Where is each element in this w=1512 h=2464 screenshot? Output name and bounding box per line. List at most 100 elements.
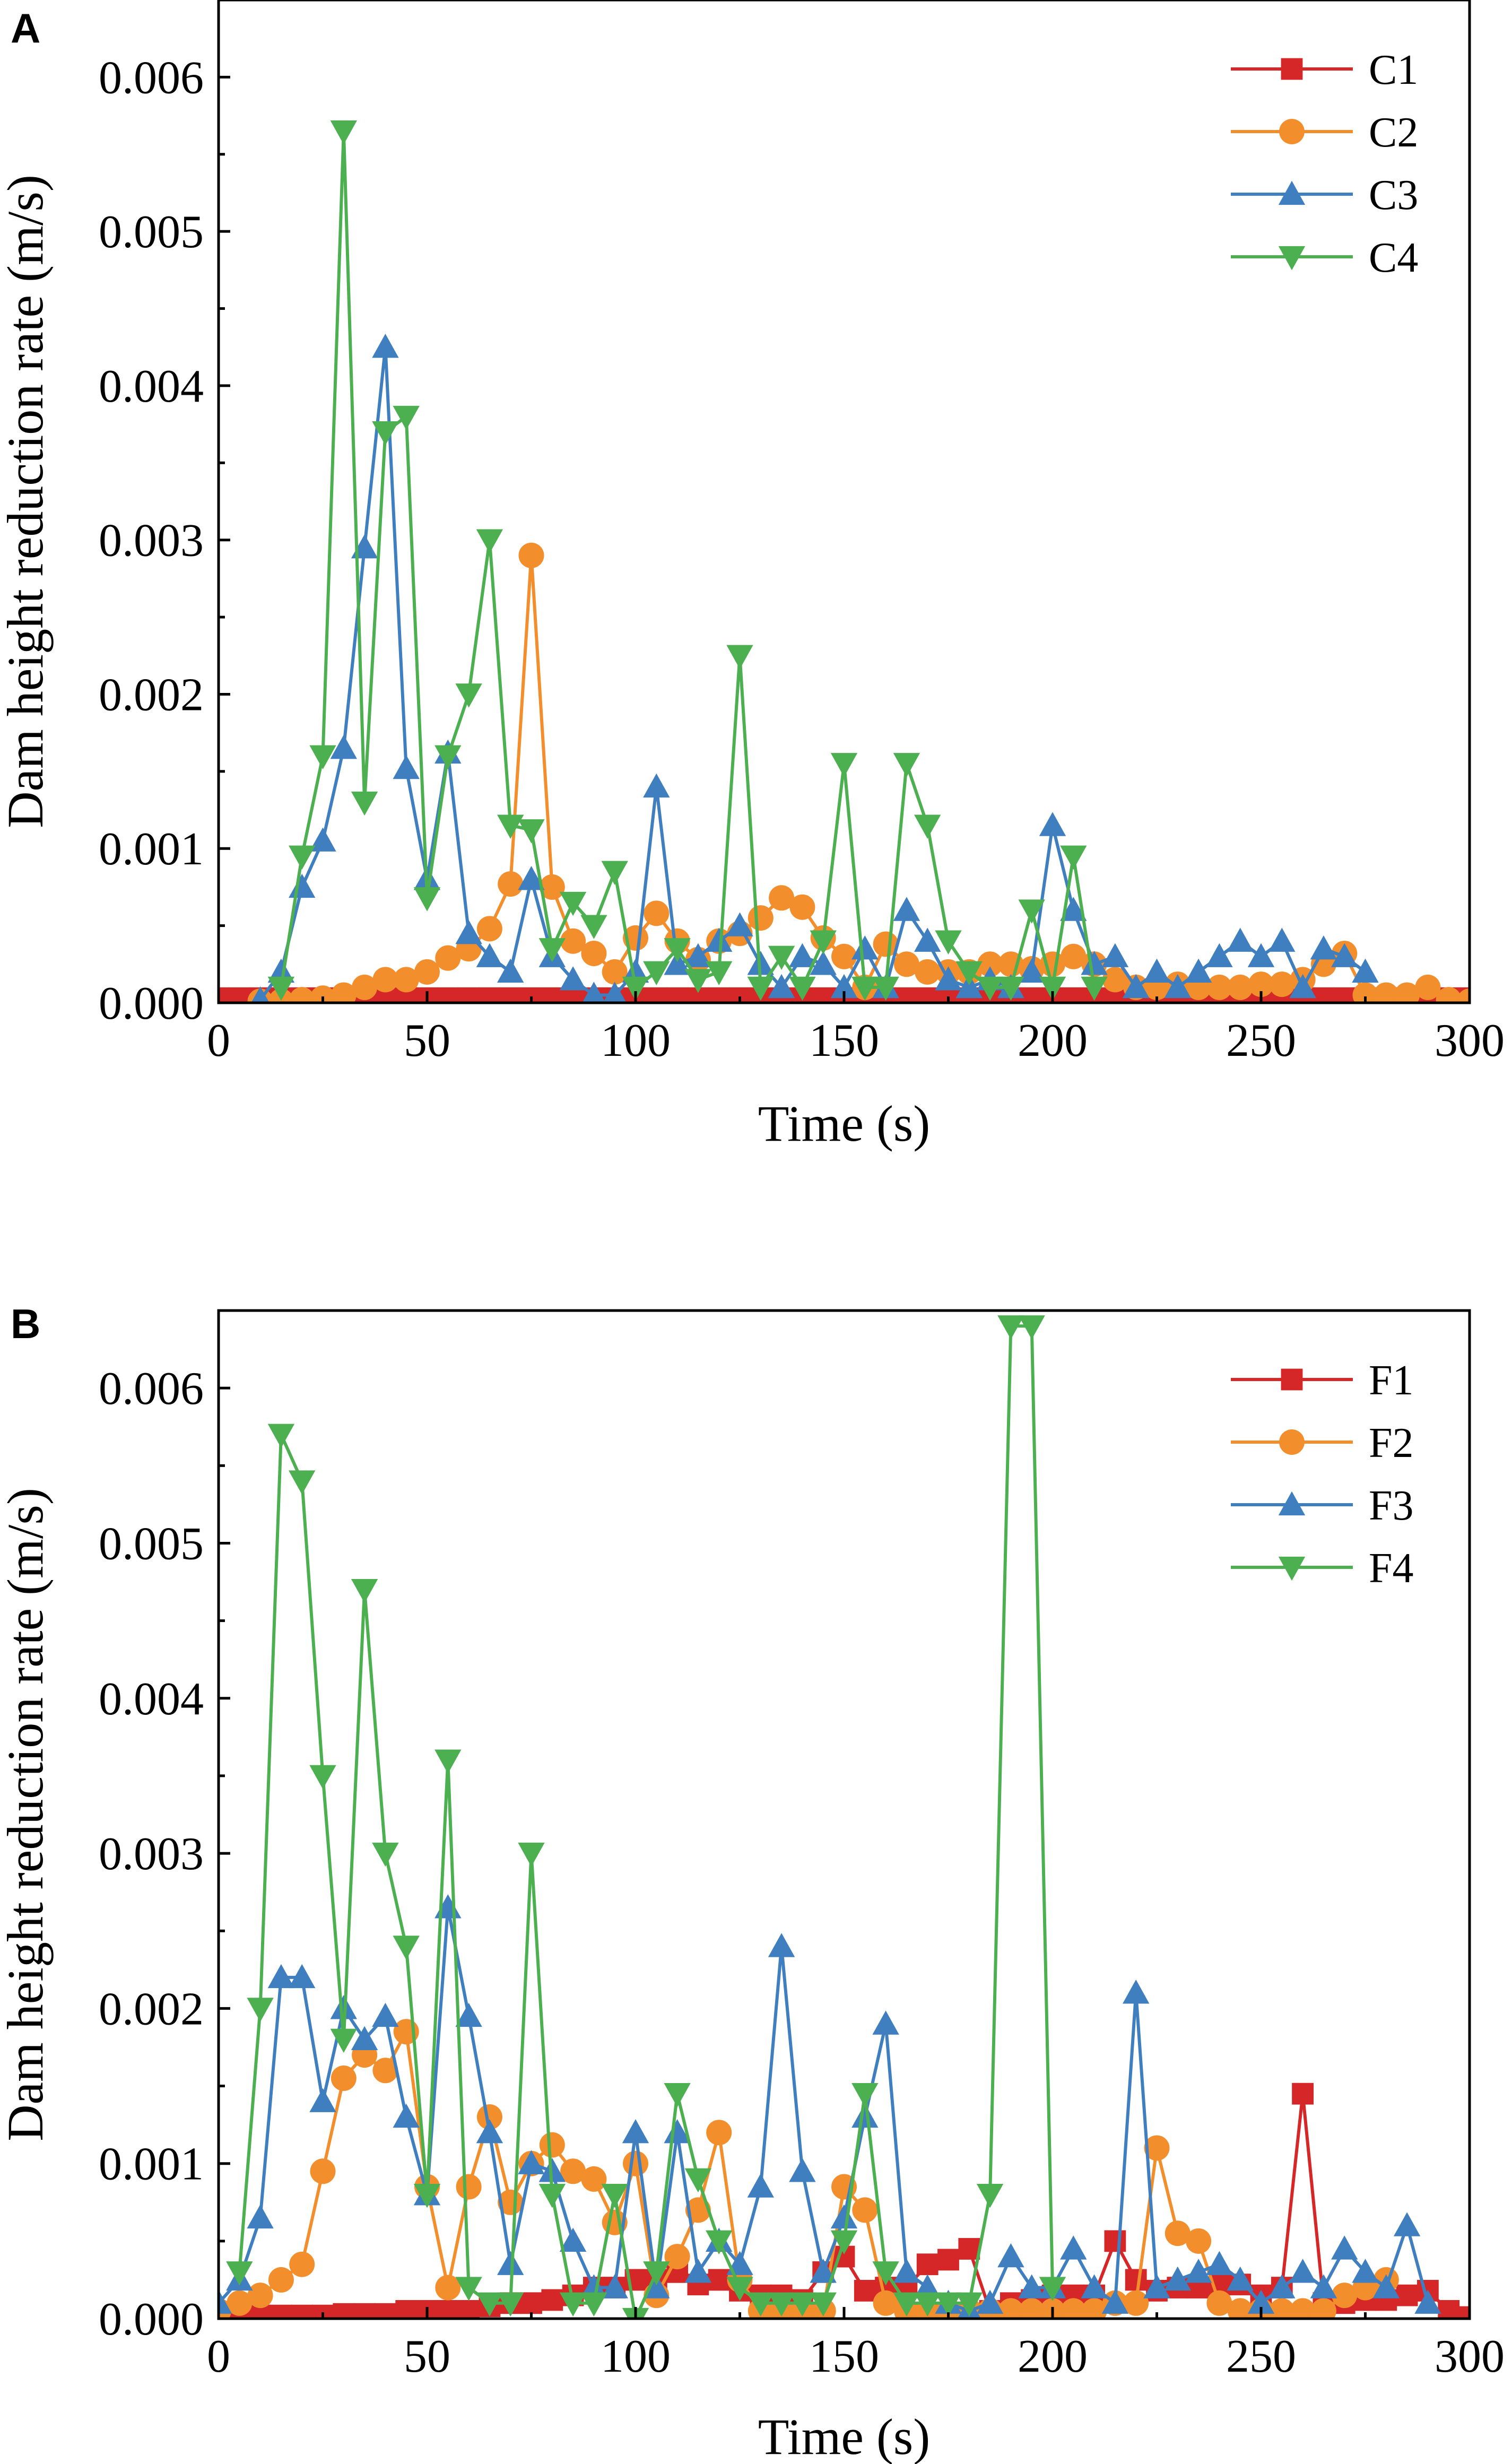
data-point-c2	[393, 967, 419, 993]
data-point-f2	[852, 2197, 878, 2223]
legend-label: C1	[1369, 47, 1418, 93]
data-point-f3	[580, 2274, 607, 2298]
data-point-f4	[810, 2292, 837, 2316]
data-point-c3	[309, 827, 336, 852]
data-point-c3	[251, 986, 270, 1003]
data-point-f3	[1227, 2266, 1254, 2291]
legend-marker	[1281, 58, 1303, 80]
data-point-f3	[1185, 2259, 1212, 2283]
data-point-c2	[476, 916, 502, 942]
data-point-f1	[1292, 2083, 1314, 2105]
plot-frame	[217, 0, 1471, 1004]
legend-label: C4	[1369, 235, 1418, 281]
y-tick-label: 0.003	[99, 1828, 204, 1880]
data-point-f4	[976, 2183, 1004, 2208]
data-point-f4	[538, 2183, 566, 2208]
data-point-f4	[643, 2261, 670, 2286]
data-point-c4	[622, 976, 649, 1001]
data-point-c2	[644, 900, 670, 926]
data-point-f4	[413, 2183, 441, 2208]
legend-marker	[1278, 180, 1306, 205]
data-point-f2	[1310, 2298, 1336, 2319]
x-tick-label: 250	[1226, 1015, 1296, 1066]
panel-b: B 0 50 100 150 200 250 300 0.000 0.001 0.002 0.003 0…	[0, 1300, 1505, 2464]
data-point-f2	[476, 2104, 502, 2130]
data-point-c3	[1143, 958, 1170, 983]
data-point-f3	[664, 2119, 691, 2144]
y-tick-label: 0.006	[99, 1363, 204, 1415]
data-point-c2	[539, 874, 565, 900]
data-point-c2	[352, 974, 378, 1000]
data-point-c2	[1269, 971, 1295, 997]
x-tick-label: 200	[1018, 1015, 1088, 1066]
data-point-c3	[603, 982, 627, 1003]
legend-marker	[1278, 1491, 1306, 1516]
data-point-c4	[706, 961, 733, 986]
data-point-f3	[976, 2289, 1004, 2314]
data-point-c2	[893, 951, 919, 977]
data-point-f3	[1164, 2266, 1191, 2291]
data-point-c3	[1247, 943, 1275, 967]
data-point-c4	[351, 791, 378, 816]
data-point-c3	[1185, 958, 1212, 983]
data-point-f4	[935, 2292, 962, 2316]
data-point-f3	[247, 2204, 274, 2229]
x-tick-label: 0	[207, 2331, 230, 2382]
data-point-f3	[1393, 2212, 1421, 2236]
data-point-f4	[372, 1842, 399, 1867]
data-point-f2	[268, 2267, 294, 2293]
data-point-c4	[580, 915, 607, 939]
data-point-c4	[518, 819, 545, 844]
data-point-c1	[479, 987, 501, 1003]
series-f3	[219, 1894, 1441, 2319]
data-point-f1	[520, 2292, 542, 2314]
data-point-c4	[914, 814, 941, 839]
data-point-f1	[541, 2289, 563, 2311]
data-point-f4	[664, 2083, 691, 2107]
data-point-f2	[1227, 2298, 1253, 2319]
x-tick-label: 50	[404, 2331, 450, 2382]
legend: C1 C2 C3 C4	[1231, 47, 1418, 281]
data-point-c1	[1313, 987, 1335, 1003]
data-point-f2	[310, 2158, 336, 2184]
data-point-f3	[1372, 2274, 1400, 2298]
x-axis-title: Time (s)	[758, 1095, 931, 1152]
data-point-c2	[1394, 982, 1420, 1003]
y-tick-label: 0.004	[99, 361, 204, 412]
data-point-f3	[267, 1964, 295, 1989]
series-group	[219, 120, 1470, 1003]
series-line-c2	[260, 553, 1470, 1003]
data-point-c4	[830, 753, 858, 777]
data-point-f1	[1396, 2284, 1418, 2306]
data-point-c4	[1039, 976, 1066, 1001]
data-point-f3	[622, 2119, 649, 2144]
data-point-f3	[497, 2251, 524, 2275]
data-point-f1	[1104, 2230, 1126, 2252]
data-point-f4	[914, 2292, 941, 2316]
legend-marker	[1281, 1368, 1303, 1391]
data-point-c3	[1060, 897, 1087, 921]
y-axis-title: Dam height reduction rate (m/s)	[0, 175, 54, 828]
legend-marker	[1279, 1429, 1305, 1455]
data-point-f3	[1143, 2274, 1170, 2298]
data-point-f3	[435, 1894, 462, 1919]
data-point-c1	[1062, 987, 1084, 1003]
data-point-c2	[331, 982, 357, 1003]
data-point-f3	[747, 2173, 774, 2198]
data-point-c2	[435, 945, 461, 971]
data-point-f3	[1247, 2289, 1275, 2314]
data-point-f3	[768, 1933, 795, 1957]
data-point-f3	[393, 2103, 420, 2128]
data-point-f2	[247, 2283, 273, 2309]
y-tick-label: 0.005	[99, 206, 204, 258]
data-point-f4	[789, 2292, 816, 2316]
data-point-c3	[518, 866, 545, 890]
data-point-f2	[1061, 2298, 1087, 2319]
data-point-f3	[518, 2150, 545, 2174]
data-point-c3	[664, 951, 691, 975]
data-point-c4	[267, 976, 295, 1001]
data-point-f3	[1081, 2274, 1108, 2298]
data-point-f3	[309, 2088, 336, 2112]
data-point-c1	[812, 987, 835, 1003]
data-point-c4	[393, 405, 420, 430]
